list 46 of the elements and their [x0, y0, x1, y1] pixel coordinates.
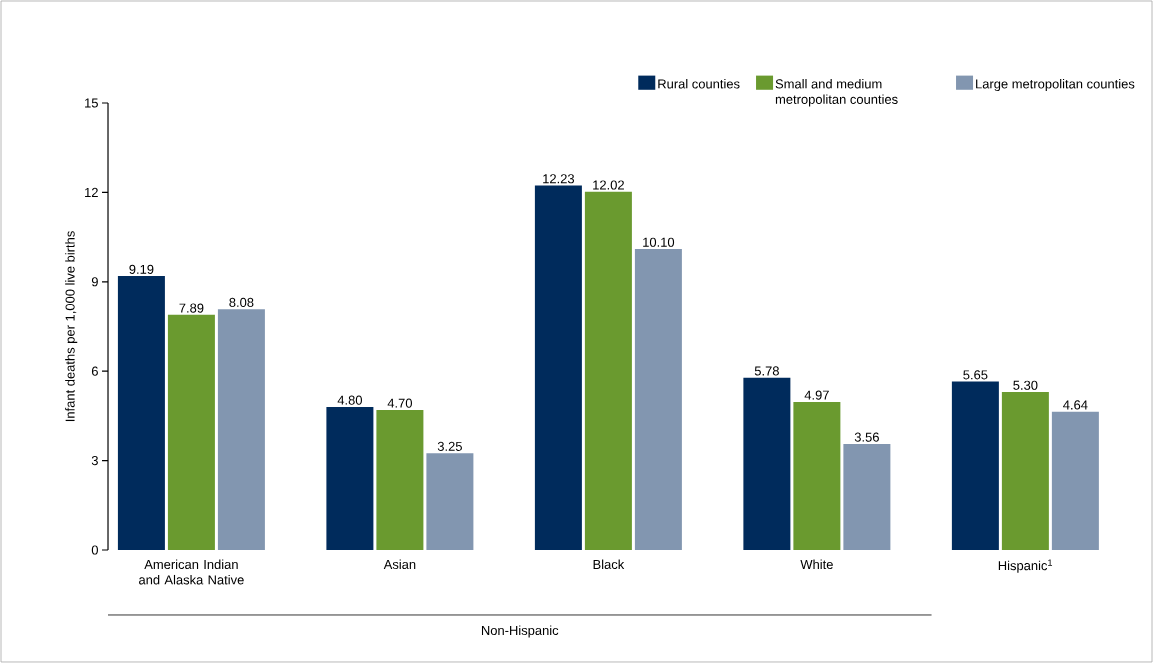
bar: [426, 453, 474, 550]
bar: [1001, 392, 1049, 550]
bar: [376, 409, 424, 550]
y-tick-label: 12: [85, 187, 98, 197]
y-tick-label: 0: [91, 545, 98, 555]
bar: [326, 406, 374, 550]
legend-label: Small and medium metropolitan counties: [775, 78, 898, 107]
data-label: 3.25: [437, 441, 462, 451]
data-label: 5.30: [1013, 380, 1038, 390]
data-label: 10.10: [643, 237, 675, 247]
bar: [217, 309, 265, 550]
data-label: 5.78: [754, 366, 779, 376]
bar: [117, 276, 165, 550]
y-tick-label: 9: [91, 277, 98, 287]
bar: [534, 185, 582, 550]
bar: [167, 314, 215, 550]
data-label: 9.19: [129, 264, 154, 274]
legend-label: Large metropolitan counties: [976, 78, 1135, 92]
x-tick-label: Black: [593, 559, 625, 570]
data-label: 7.89: [179, 303, 204, 313]
y-tick-label: 15: [85, 98, 98, 108]
legend-label: Rural counties: [658, 78, 740, 89]
data-label: 4.64: [1063, 400, 1088, 410]
x-tick-label: American Indian and Alaska Native: [139, 559, 244, 585]
y-axis-title: Infant deaths per 1,000 live births: [65, 231, 78, 422]
bar: [793, 401, 841, 550]
bar: [843, 443, 891, 550]
data-label: 3.56: [854, 432, 879, 442]
y-tick-label: 6: [91, 366, 98, 376]
y-tick-label: 3: [91, 456, 98, 466]
bar: [1051, 411, 1099, 550]
text: Non-Hispanic: [481, 625, 559, 638]
bar: [634, 249, 682, 550]
data-label: 4.97: [804, 390, 829, 400]
bar: [743, 377, 791, 550]
data-label: 12.23: [543, 174, 575, 184]
x-tick-label: Asian: [383, 559, 416, 570]
data-label: 12.02: [593, 180, 624, 190]
x-tick-label: Hispanic$^{1}$: [998, 559, 1053, 573]
bar: [951, 381, 999, 550]
data-label: 4.70: [387, 398, 412, 408]
data-label: 4.80: [337, 395, 362, 405]
bar: [584, 191, 632, 550]
x-tick-label: White: [800, 559, 833, 570]
data-label: 5.65: [963, 370, 988, 380]
data-label: 8.08: [229, 297, 254, 307]
